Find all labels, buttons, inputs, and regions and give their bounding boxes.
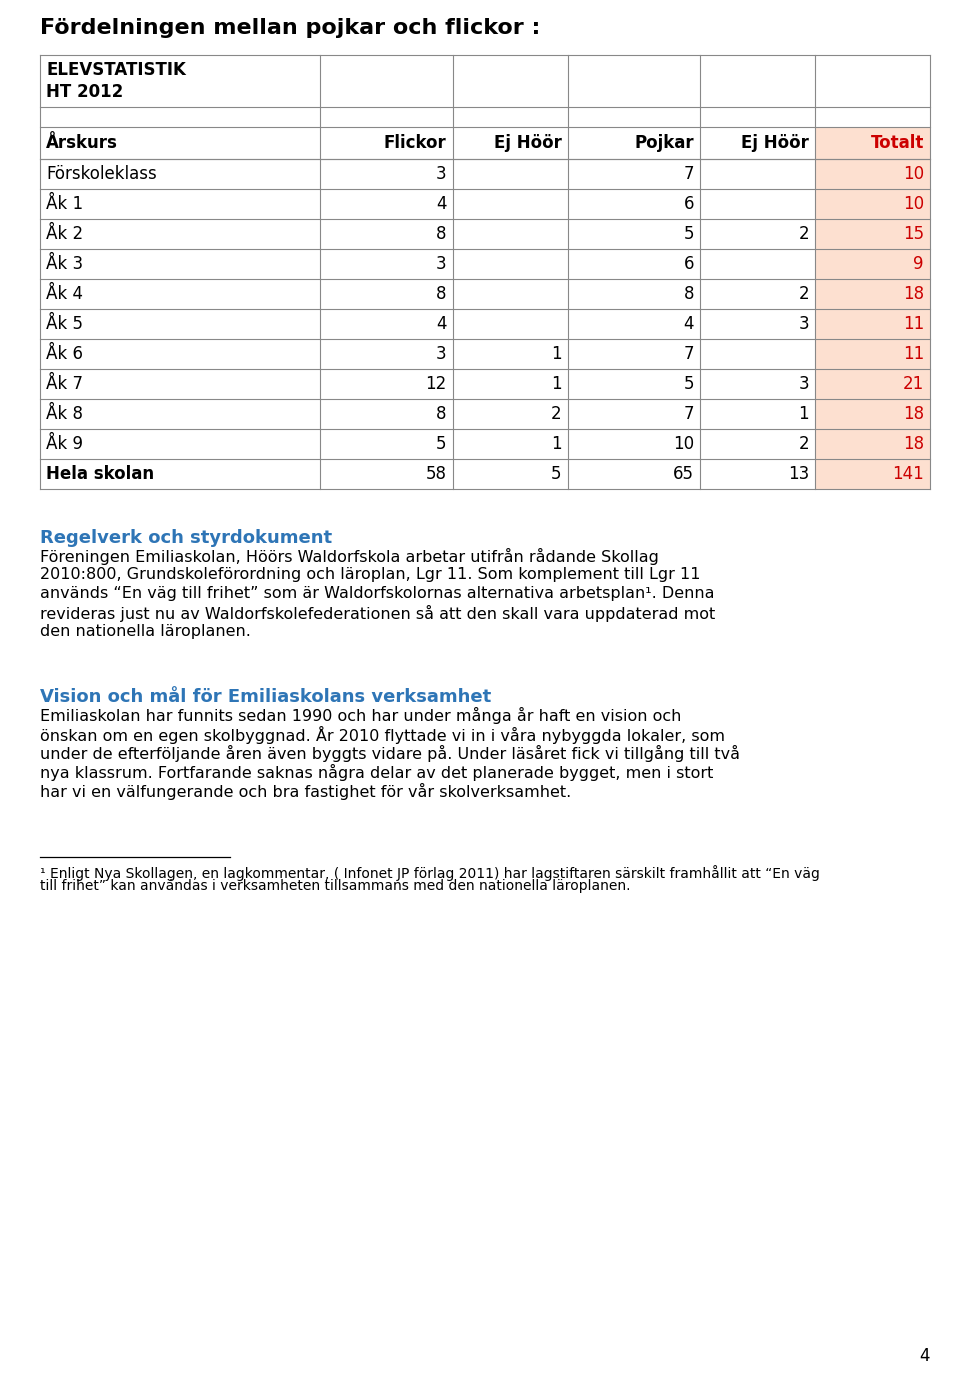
Text: ELEVSTATISTIK
HT 2012: ELEVSTATISTIK HT 2012 xyxy=(46,61,186,101)
Text: 3: 3 xyxy=(799,376,809,394)
Text: 1: 1 xyxy=(799,405,809,423)
Text: Åk 8: Åk 8 xyxy=(46,405,83,423)
Text: 13: 13 xyxy=(788,465,809,483)
Bar xyxy=(40,55,930,106)
Text: 4: 4 xyxy=(920,1346,930,1364)
Text: används “En väg till frihet” som är Waldorfskolornas alternativa arbetsplan¹. De: används “En väg till frihet” som är Wald… xyxy=(40,586,714,601)
Text: 8: 8 xyxy=(436,284,446,302)
Text: Ej Höör: Ej Höör xyxy=(493,134,562,152)
Text: 7: 7 xyxy=(684,405,694,423)
Text: Emiliaskolan har funnits sedan 1990 och har under många år haft en vision och: Emiliaskolan har funnits sedan 1990 och … xyxy=(40,707,682,724)
Bar xyxy=(815,189,930,220)
Text: 9: 9 xyxy=(914,255,924,273)
Text: 5: 5 xyxy=(436,435,446,453)
Text: 2: 2 xyxy=(799,284,809,302)
Text: 2: 2 xyxy=(799,225,809,243)
Text: 18: 18 xyxy=(902,435,924,453)
Text: 8: 8 xyxy=(684,284,694,302)
Text: Åk 1: Åk 1 xyxy=(46,195,84,213)
Text: 8: 8 xyxy=(436,225,446,243)
Text: 5: 5 xyxy=(684,376,694,394)
Text: 11: 11 xyxy=(902,315,924,333)
Text: 5: 5 xyxy=(551,465,562,483)
Text: 3: 3 xyxy=(436,255,446,273)
Text: den nationella läroplanen.: den nationella läroplanen. xyxy=(40,624,251,639)
Text: 2: 2 xyxy=(551,405,562,423)
Bar xyxy=(815,429,930,458)
Text: Regelverk och styrdokument: Regelverk och styrdokument xyxy=(40,529,332,547)
Text: 8: 8 xyxy=(436,405,446,423)
Bar xyxy=(815,127,930,159)
Text: 58: 58 xyxy=(425,465,446,483)
Text: 1: 1 xyxy=(551,345,562,363)
Text: 5: 5 xyxy=(684,225,694,243)
Text: 3: 3 xyxy=(436,345,446,363)
Bar xyxy=(815,338,930,369)
Text: Föreningen Emiliaskolan, Höörs Waldorfskola arbetar utifrån rådande Skollag: Föreningen Emiliaskolan, Höörs Waldorfsk… xyxy=(40,548,659,565)
Text: 1: 1 xyxy=(551,376,562,394)
Text: 65: 65 xyxy=(673,465,694,483)
Text: 7: 7 xyxy=(684,164,694,184)
Text: 7: 7 xyxy=(684,345,694,363)
Text: Åk 2: Åk 2 xyxy=(46,225,84,243)
Bar xyxy=(815,458,930,489)
Bar xyxy=(815,279,930,309)
Text: Flickor: Flickor xyxy=(384,134,446,152)
Text: Totalt: Totalt xyxy=(871,134,924,152)
Text: 21: 21 xyxy=(902,376,924,394)
Text: 1: 1 xyxy=(551,435,562,453)
Text: under de efterföljande åren även byggts vidare på. Under läsåret fick vi tillgån: under de efterföljande åren även byggts … xyxy=(40,744,740,762)
Text: Vision och mål för Emiliaskolans verksamhet: Vision och mål för Emiliaskolans verksam… xyxy=(40,688,492,706)
Text: 18: 18 xyxy=(902,405,924,423)
Bar xyxy=(815,249,930,279)
Text: Åk 7: Åk 7 xyxy=(46,376,83,394)
Text: Årskurs: Årskurs xyxy=(46,134,118,152)
Text: Åk 9: Åk 9 xyxy=(46,435,83,453)
Text: 11: 11 xyxy=(902,345,924,363)
Text: 12: 12 xyxy=(425,376,446,394)
Text: ¹ Enligt Nya Skollagen, en lagkommentar, ( Infonet JP förlag 2011) har lagstifta: ¹ Enligt Nya Skollagen, en lagkommentar,… xyxy=(40,865,820,881)
Text: till frihet” kan användas i verksamheten tillsammans med den nationella läroplan: till frihet” kan användas i verksamheten… xyxy=(40,878,631,894)
Text: Åk 6: Åk 6 xyxy=(46,345,83,363)
Bar xyxy=(815,369,930,399)
Text: 2: 2 xyxy=(799,435,809,453)
Text: 6: 6 xyxy=(684,255,694,273)
Text: har vi en välfungerande och bra fastighet för vår skolverksamhet.: har vi en välfungerande och bra fastighe… xyxy=(40,783,571,800)
Text: 18: 18 xyxy=(902,284,924,302)
Text: 6: 6 xyxy=(684,195,694,213)
Text: 2010:800, Grundskoleförordning och läroplan, Lgr 11. Som komplement till Lgr 11: 2010:800, Grundskoleförordning och lärop… xyxy=(40,568,701,581)
Text: 10: 10 xyxy=(902,164,924,184)
Text: 141: 141 xyxy=(892,465,924,483)
Text: Åk 4: Åk 4 xyxy=(46,284,83,302)
Text: Pojkar: Pojkar xyxy=(635,134,694,152)
Text: 3: 3 xyxy=(436,164,446,184)
Text: Fördelningen mellan pojkar och flickor :: Fördelningen mellan pojkar och flickor : xyxy=(40,18,540,39)
Text: Förskoleklass: Förskoleklass xyxy=(46,164,156,184)
Text: 4: 4 xyxy=(684,315,694,333)
Text: 10: 10 xyxy=(902,195,924,213)
Text: Åk 3: Åk 3 xyxy=(46,255,84,273)
Text: 4: 4 xyxy=(436,195,446,213)
Text: 3: 3 xyxy=(799,315,809,333)
Bar xyxy=(815,399,930,429)
Text: 4: 4 xyxy=(436,315,446,333)
Text: 15: 15 xyxy=(902,225,924,243)
Text: Ej Höör: Ej Höör xyxy=(741,134,809,152)
Bar xyxy=(815,159,930,189)
Bar xyxy=(815,220,930,249)
Bar xyxy=(815,309,930,338)
Text: Hela skolan: Hela skolan xyxy=(46,465,155,483)
Text: 10: 10 xyxy=(673,435,694,453)
Text: nya klassrum. Fortfarande saknas några delar av det planerade bygget, men i stor: nya klassrum. Fortfarande saknas några d… xyxy=(40,764,713,782)
Text: revideras just nu av Waldorfskolefederationen så att den skall vara uppdaterad m: revideras just nu av Waldorfskolefederat… xyxy=(40,605,715,621)
Text: önskan om en egen skolbyggnad. År 2010 flyttade vi in i våra nybyggda lokaler, s: önskan om en egen skolbyggnad. År 2010 f… xyxy=(40,726,725,744)
Text: Åk 5: Åk 5 xyxy=(46,315,83,333)
